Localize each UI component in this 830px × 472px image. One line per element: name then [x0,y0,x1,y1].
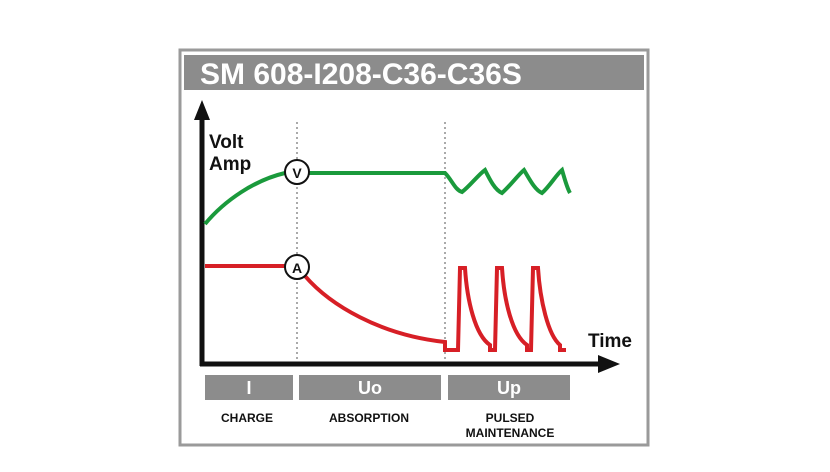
phase-name: PULSED [486,411,535,425]
voltage-marker-label: V [292,165,302,181]
x-axis-arrow [598,355,620,373]
phase-code: I [246,378,251,398]
x-axis-label: Time [588,331,632,352]
voltage-curve [203,166,572,226]
phase-bar [299,375,441,400]
phase-name: MAINTENANCE [466,426,555,440]
y-axis-label: Volt [209,132,244,153]
title-bar [184,55,644,90]
title: SM 608-I208-C36-C36S [200,58,522,91]
phase-code: Uo [358,378,382,398]
phase-bar [205,375,293,400]
y-axis-arrow [194,100,210,120]
y-axis-label: Amp [209,154,251,175]
current-marker-label: A [292,260,302,276]
current-curve [205,264,566,352]
phase-code: Up [497,378,521,398]
phase-bar [448,375,570,400]
phase-name: ABSORPTION [329,411,409,425]
voltage-marker [284,159,310,185]
phase-name: CHARGE [221,411,273,425]
current-marker [284,254,310,280]
